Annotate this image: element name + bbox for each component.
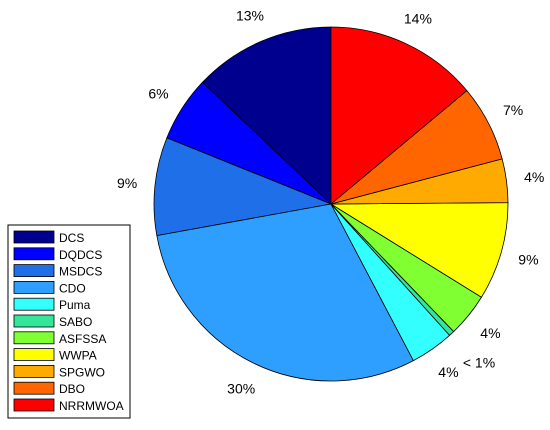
slice-label-dbo: 7% bbox=[503, 102, 523, 118]
legend-label-dqdcs: DQDCS bbox=[59, 248, 102, 262]
legend-label-sabo: SABO bbox=[59, 315, 92, 329]
slice-nrrmwoa bbox=[330, 26, 468, 205]
slice-label-nrrmwoa: 14% bbox=[404, 10, 432, 26]
slice-label-sabo: < 1% bbox=[463, 355, 495, 371]
slice-cdo bbox=[156, 203, 414, 382]
slice-label-asfssa: 4% bbox=[480, 325, 500, 341]
slice-label-cdo: 30% bbox=[227, 380, 255, 396]
legend-swatch-nrrmwoa bbox=[13, 398, 55, 412]
legend-label-puma: Puma bbox=[59, 298, 91, 312]
slice-labels: 13% 6% 9% 30% 4% < 1% 4% 9% 4% 7% 14% bbox=[117, 8, 544, 397]
legend-swatch-spgwo bbox=[13, 364, 55, 378]
legend-swatch-asfssa bbox=[13, 331, 55, 345]
slice-dcs bbox=[201, 26, 332, 205]
legend-label-wwpa: WWPA bbox=[59, 349, 97, 363]
pie-slices bbox=[153, 26, 509, 382]
legend-swatch-sabo bbox=[13, 314, 55, 328]
legend-label-cdo: CDO bbox=[59, 281, 86, 295]
slice-label-wwpa: 9% bbox=[518, 251, 538, 267]
legend-swatch-puma bbox=[13, 297, 55, 311]
legend-swatch-msdcs bbox=[13, 264, 55, 278]
legend: DCS DQDCS MSDCS CDO Puma SABO ASFSSA WWPA SPGWO D… bbox=[7, 224, 131, 419]
legend-label-nrrmwoa: NRRMWOA bbox=[59, 399, 124, 413]
legend-swatch-dcs bbox=[13, 230, 55, 244]
legend-label-asfssa: ASFSSA bbox=[59, 332, 106, 346]
legend-swatch-cdo bbox=[13, 280, 55, 294]
legend-swatch-wwpa bbox=[13, 348, 55, 362]
slice-label-dcs: 13% bbox=[236, 8, 264, 24]
slice-label-spgwo: 4% bbox=[524, 169, 544, 185]
legend-label-dbo: DBO bbox=[59, 382, 85, 396]
slice-label-puma: 4% bbox=[438, 364, 458, 380]
legend-label-spgwo: SPGWO bbox=[59, 365, 105, 379]
slice-label-msdcs: 9% bbox=[117, 175, 137, 191]
legend-label-dcs: DCS bbox=[59, 231, 84, 245]
slice-wwpa bbox=[329, 202, 509, 298]
legend-label-msdcs: MSDCS bbox=[59, 265, 102, 279]
slice-label-dqdcs: 6% bbox=[148, 85, 168, 101]
legend-swatch-dbo bbox=[13, 381, 55, 395]
slice-msdcs bbox=[153, 137, 333, 237]
legend-swatch-dqdcs bbox=[13, 247, 55, 261]
legend-items: DCS DQDCS MSDCS CDO Puma SABO ASFSSA WWPA SPGWO D… bbox=[13, 230, 124, 413]
